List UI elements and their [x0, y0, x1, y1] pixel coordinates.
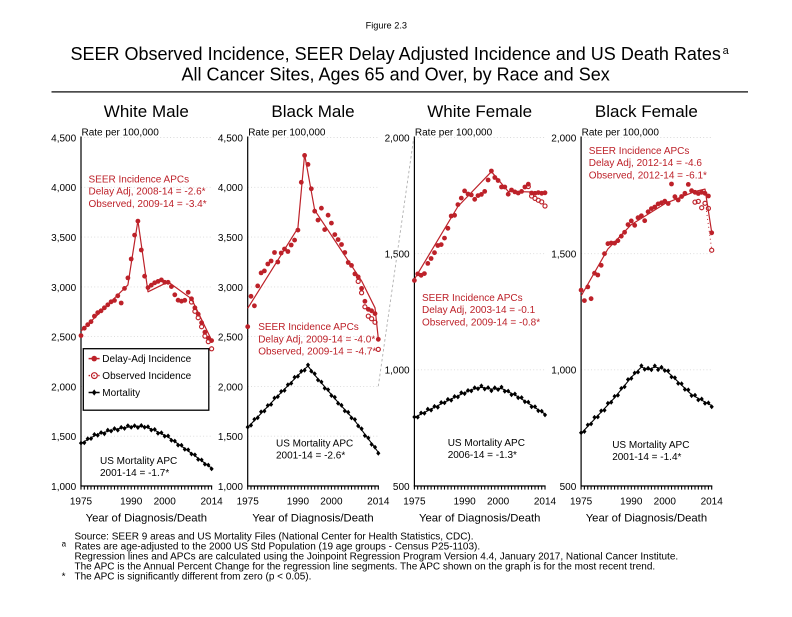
svg-text:Observed, 2012-14 = -6.1*: Observed, 2012-14 = -6.1*	[589, 171, 707, 182]
svg-text:US Mortality APC: US Mortality APC	[276, 439, 353, 450]
svg-text:Source: SEER 9 areas and US Mo: Source: SEER 9 areas and US Mortality Fi…	[75, 532, 474, 543]
svg-text:SEER Incidence APCs: SEER Incidence APCs	[89, 174, 190, 185]
svg-text:2014: 2014	[534, 497, 557, 508]
svg-text:1,000: 1,000	[218, 482, 243, 493]
svg-text:US Mortality APC: US Mortality APC	[612, 440, 689, 451]
svg-text:SEER Incidence APCs: SEER Incidence APCs	[589, 146, 690, 157]
svg-text:2,500: 2,500	[218, 333, 243, 344]
svg-text:2001-14 = -2.6*: 2001-14 = -2.6*	[276, 451, 345, 462]
svg-text:1,500: 1,500	[218, 432, 243, 443]
svg-text:Delay Adj, 2009-14 = -4.0*: Delay Adj, 2009-14 = -4.0*	[258, 334, 375, 345]
svg-text:3,500: 3,500	[218, 233, 243, 244]
svg-text:1990: 1990	[620, 497, 643, 508]
svg-text:2014: 2014	[200, 497, 223, 508]
svg-text:The APC is the Annual Percent: The APC is the Annual Percent Change for…	[75, 562, 656, 573]
svg-text:Rate per 100,000: Rate per 100,000	[415, 128, 493, 139]
svg-text:1975: 1975	[70, 497, 93, 508]
svg-text:1990: 1990	[120, 497, 143, 508]
svg-text:US Mortality APC: US Mortality APC	[448, 438, 525, 449]
svg-text:2014: 2014	[367, 497, 390, 508]
svg-text:2006-14 = -1.3*: 2006-14 = -1.3*	[448, 450, 517, 461]
svg-text:Rate per 100,000: Rate per 100,000	[248, 128, 326, 139]
svg-text:White Male: White Male	[104, 102, 189, 121]
svg-text:Observed, 2009-14 = -0.8*: Observed, 2009-14 = -0.8*	[422, 318, 540, 329]
svg-text:2014: 2014	[701, 497, 724, 508]
svg-text:SEER Incidence APCs: SEER Incidence APCs	[422, 293, 523, 304]
svg-text:2000: 2000	[654, 497, 677, 508]
svg-text:2,000: 2,000	[551, 133, 576, 144]
svg-text:2001-14 = -1.7*: 2001-14 = -1.7*	[100, 468, 169, 479]
svg-text:2,500: 2,500	[51, 333, 76, 344]
svg-text:Rate per 100,000: Rate per 100,000	[582, 128, 660, 139]
svg-text:Delay Adj, 2012-14 = -4.6: Delay Adj, 2012-14 = -4.6	[589, 158, 703, 169]
svg-text:Figure 2.3: Figure 2.3	[366, 21, 407, 31]
svg-text:500: 500	[560, 482, 577, 493]
svg-text:2000: 2000	[154, 497, 177, 508]
svg-text:Rate per 100,000: Rate per 100,000	[82, 128, 160, 139]
svg-text:Year of Diagnosis/Death: Year of Diagnosis/Death	[252, 513, 373, 525]
svg-text:1975: 1975	[570, 497, 593, 508]
svg-text:White Female: White Female	[427, 102, 532, 121]
svg-text:Black Female: Black Female	[595, 102, 698, 121]
svg-text:*: *	[62, 572, 66, 583]
svg-text:1975: 1975	[403, 497, 426, 508]
svg-text:Delay Adj, 2008-14 = -2.6*: Delay Adj, 2008-14 = -2.6*	[89, 187, 206, 198]
svg-text:Observed Incidence: Observed Incidence	[102, 371, 191, 382]
svg-text:Year of Diagnosis/Death: Year of Diagnosis/Death	[586, 513, 707, 525]
svg-text:Year of Diagnosis/Death: Year of Diagnosis/Death	[86, 513, 207, 525]
svg-text:Rates are age-adjusted to the: Rates are age-adjusted to the 2000 US St…	[75, 542, 481, 553]
svg-text:1,000: 1,000	[51, 482, 76, 493]
svg-text:4,000: 4,000	[51, 183, 76, 194]
svg-text:All Cancer Sites, Ages 65 and: All Cancer Sites, Ages 65 and Over, by R…	[181, 64, 609, 84]
svg-text:Year of Diagnosis/Death: Year of Diagnosis/Death	[419, 513, 540, 525]
svg-text:1,500: 1,500	[51, 432, 76, 443]
svg-text:1975: 1975	[237, 497, 260, 508]
svg-text:Mortality: Mortality	[102, 388, 140, 399]
svg-text:Observed, 2009-14 = -4.7*: Observed, 2009-14 = -4.7*	[258, 347, 376, 358]
svg-text:2001-14 = -1.4*: 2001-14 = -1.4*	[612, 452, 681, 463]
svg-text:Delay-Adj Incidence: Delay-Adj Incidence	[102, 354, 191, 365]
svg-text:1990: 1990	[453, 497, 476, 508]
svg-text:SEER Incidence APCs: SEER Incidence APCs	[258, 322, 359, 333]
svg-text:Regression lines and APCs are: Regression lines and APCs are calculated…	[75, 552, 679, 563]
svg-text:3,000: 3,000	[51, 283, 76, 294]
svg-text:Observed, 2009-14 = -3.4*: Observed, 2009-14 = -3.4*	[89, 199, 207, 210]
svg-text:1,500: 1,500	[551, 250, 576, 261]
svg-text:SEER Observed Incidence, SEER: SEER Observed Incidence, SEER Delay Adju…	[71, 44, 721, 64]
svg-text:500: 500	[393, 482, 410, 493]
svg-text:4,000: 4,000	[218, 183, 243, 194]
svg-text:a: a	[723, 45, 730, 57]
svg-text:Black Male: Black Male	[271, 102, 354, 121]
svg-text:a: a	[62, 540, 67, 549]
svg-text:2,000: 2,000	[218, 382, 243, 393]
svg-text:Delay Adj, 2003-14 = -0.1: Delay Adj, 2003-14 = -0.1	[422, 305, 536, 316]
svg-text:4,500: 4,500	[51, 133, 76, 144]
svg-text:1,000: 1,000	[385, 366, 410, 377]
svg-text:US Mortality APC: US Mortality APC	[100, 456, 177, 467]
svg-text:2,000: 2,000	[385, 133, 410, 144]
svg-text:2000: 2000	[320, 497, 343, 508]
svg-text:The APC is significantly diffe: The APC is significantly different from …	[75, 572, 312, 583]
svg-text:1990: 1990	[287, 497, 310, 508]
svg-text:1,000: 1,000	[551, 366, 576, 377]
svg-text:2000: 2000	[487, 497, 510, 508]
svg-text:3,000: 3,000	[218, 283, 243, 294]
svg-text:3,500: 3,500	[51, 233, 76, 244]
svg-text:2,000: 2,000	[51, 382, 76, 393]
svg-text:4,500: 4,500	[218, 133, 243, 144]
